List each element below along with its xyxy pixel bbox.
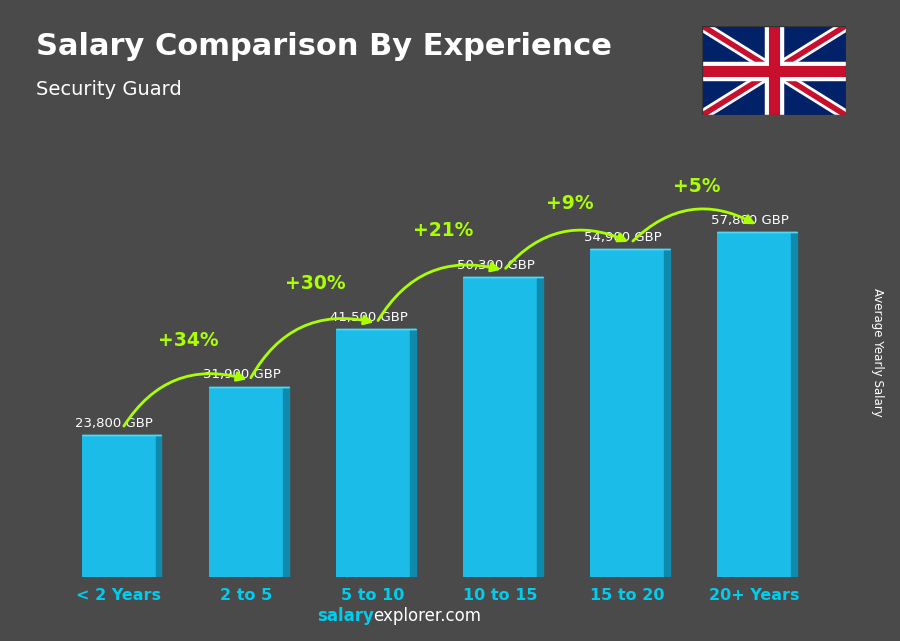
Text: +5%: +5% bbox=[673, 177, 721, 196]
Text: 31,900 GBP: 31,900 GBP bbox=[202, 369, 281, 381]
Text: salary: salary bbox=[317, 607, 373, 625]
Text: Salary Comparison By Experience: Salary Comparison By Experience bbox=[36, 32, 612, 61]
Text: +21%: +21% bbox=[413, 221, 473, 240]
Text: 41,500 GBP: 41,500 GBP bbox=[329, 311, 408, 324]
Bar bbox=[209, 387, 283, 577]
Bar bbox=[464, 277, 537, 577]
Polygon shape bbox=[410, 329, 416, 577]
Polygon shape bbox=[664, 249, 670, 577]
Text: explorer.com: explorer.com bbox=[374, 607, 482, 625]
Polygon shape bbox=[283, 387, 289, 577]
Text: +34%: +34% bbox=[158, 331, 219, 350]
Text: 50,300 GBP: 50,300 GBP bbox=[457, 259, 535, 272]
Polygon shape bbox=[537, 277, 543, 577]
Text: 57,800 GBP: 57,800 GBP bbox=[711, 214, 789, 227]
Bar bbox=[590, 249, 664, 577]
Text: +30%: +30% bbox=[285, 274, 346, 293]
Polygon shape bbox=[791, 232, 797, 577]
Polygon shape bbox=[156, 435, 161, 577]
Text: 54,900 GBP: 54,900 GBP bbox=[584, 231, 662, 244]
Bar bbox=[717, 232, 791, 577]
Bar bbox=[336, 329, 410, 577]
Text: 23,800 GBP: 23,800 GBP bbox=[76, 417, 153, 429]
Text: Security Guard: Security Guard bbox=[36, 80, 182, 99]
Text: Average Yearly Salary: Average Yearly Salary bbox=[871, 288, 884, 417]
Text: +9%: +9% bbox=[546, 194, 594, 213]
Bar bbox=[82, 435, 156, 577]
